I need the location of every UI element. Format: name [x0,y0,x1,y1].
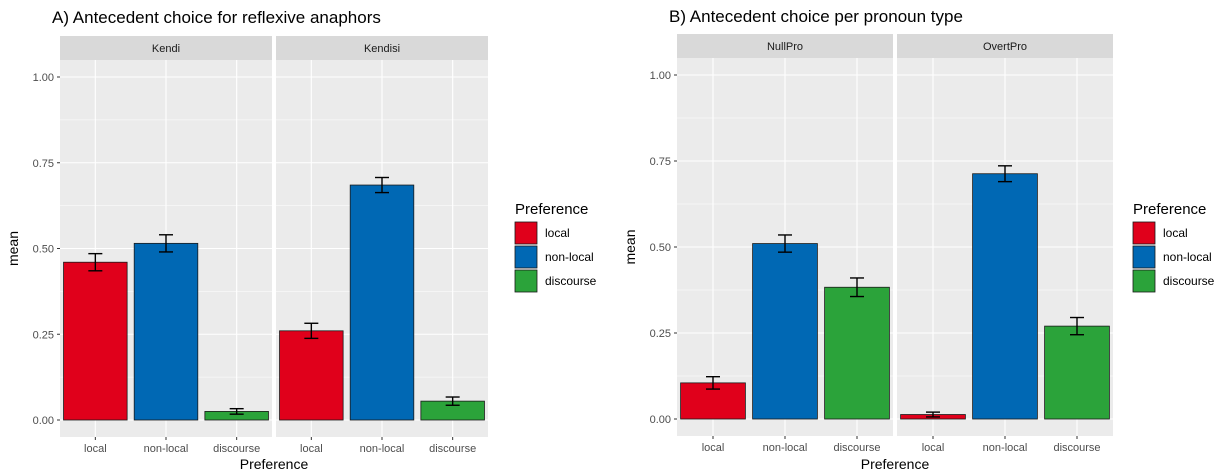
x-tick-label: local [84,443,107,455]
facet-label: Kendi [152,43,180,55]
facet-label: NullPro [767,41,803,53]
y-tick-label: 0.50 [650,242,671,254]
legend-title: Preference [515,201,588,218]
x-tick-label: non-local [360,443,405,455]
x-tick-label: local [702,442,725,454]
legend-label: discourse [545,274,597,288]
bar-non-local [972,173,1038,420]
y-tick-label: 0.75 [650,156,671,168]
chart-b: B) Antecedent choice per pronoun type 0.0… [622,7,1215,472]
y-tick-label: 1.00 [33,72,54,84]
chart-title: A) Antecedent choice for reflexive anaph… [52,8,381,27]
bar-discourse [824,286,890,420]
facet-label: OvertPro [983,41,1027,53]
x-tick-label: local [300,443,323,455]
legend-label: local [1163,226,1188,240]
facet-strip [276,36,488,60]
facet-strip [677,34,893,58]
y-tick-label: 0.50 [33,244,54,256]
x-axis-title: Preference [861,456,930,472]
y-tick-label: 0.75 [33,158,54,170]
chart-a: A) Antecedent choice for reflexive anaph… [5,8,597,472]
x-axis-title: Preference [240,456,309,472]
legend-swatch-local [514,221,538,245]
y-axis-title: mean [622,229,638,264]
bar-non-local [349,184,415,421]
x-tick-label: non-local [144,443,189,455]
bar-non-local [752,243,818,420]
bar-discourse [1044,325,1110,420]
legend-swatch-discourse [514,269,538,293]
y-tick-label: 0.00 [650,414,671,426]
y-axis-title: mean [5,231,21,266]
facet-strip [897,34,1113,58]
x-tick-label: discourse [213,443,260,455]
legend-label: local [545,226,570,240]
y-tick-label: 0.25 [33,329,54,341]
x-tick-label: discourse [429,443,476,455]
legend-swatch-non-local [514,245,538,269]
legend-swatch-discourse [1132,269,1156,293]
facet-label: Kendisi [364,43,400,55]
legend: Preference local non-local discourse [1132,201,1215,293]
y-tick-label: 0.00 [33,415,54,427]
x-tick-label: non-local [763,442,808,454]
x-tick-label: local [922,442,945,454]
legend-label: discourse [1163,274,1215,288]
x-tick-label: discourse [1053,442,1100,454]
facet-strip [60,36,272,60]
bar-non-local [133,242,199,421]
bar-local [63,261,128,421]
y-tick-label: 0.25 [650,328,671,340]
legend-label: non-local [545,250,594,264]
chart-title: B) Antecedent choice per pronoun type [669,7,963,26]
legend-label: non-local [1163,250,1212,264]
legend-title: Preference [1133,201,1206,218]
legend-swatch-local [1132,221,1156,245]
x-tick-label: non-local [983,442,1028,454]
bar-local [279,330,344,421]
x-tick-label: discourse [833,442,880,454]
y-tick-label: 1.00 [650,70,671,82]
legend: Preference local non-local discourse [514,201,597,293]
legend-swatch-non-local [1132,245,1156,269]
